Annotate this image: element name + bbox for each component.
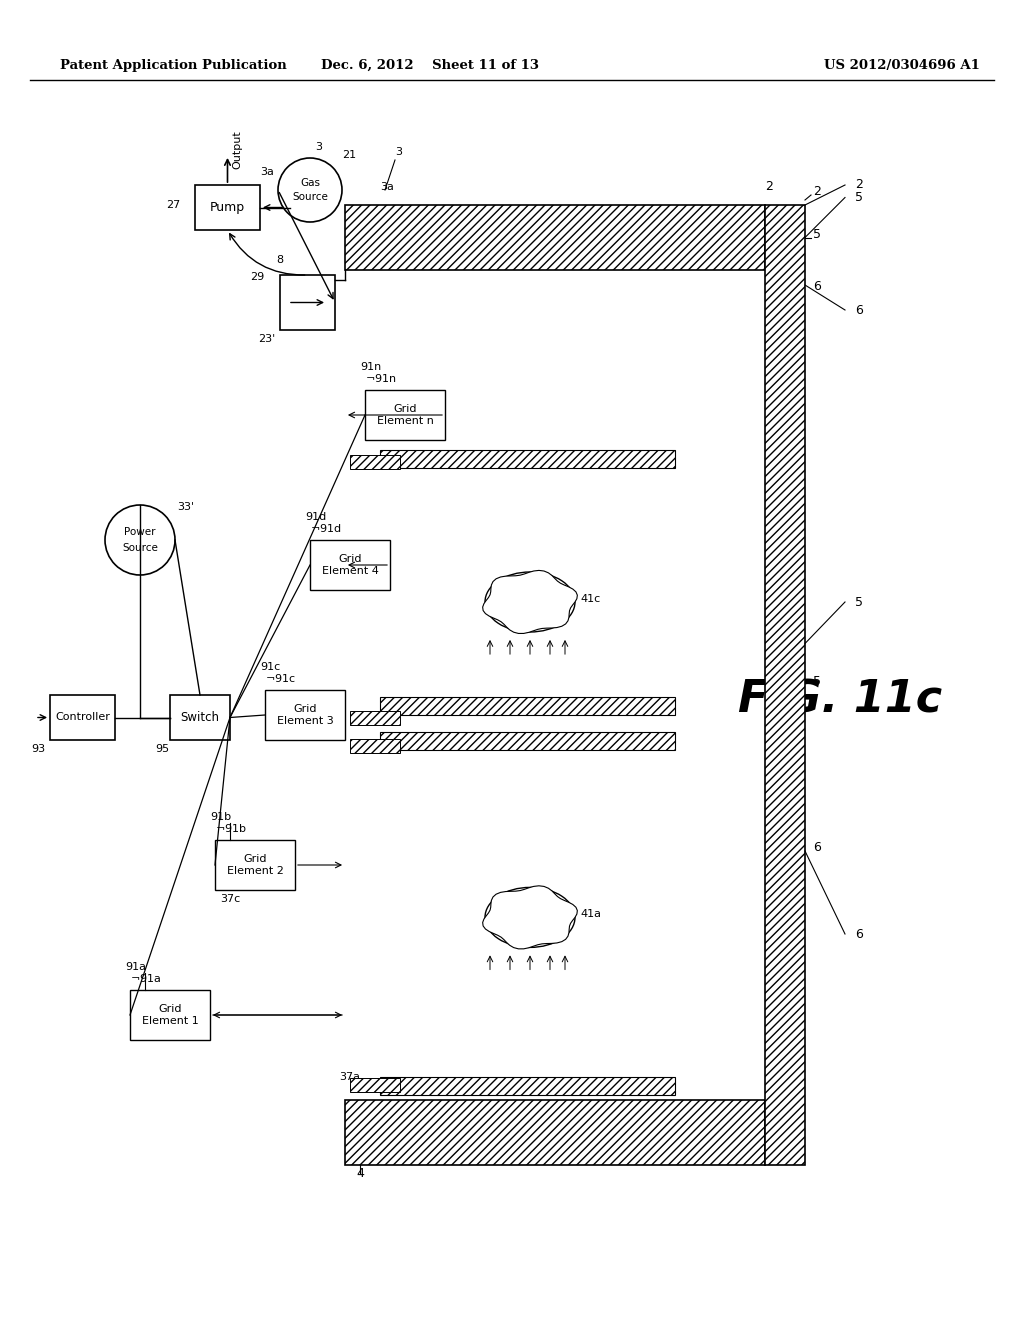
Text: 21: 21 <box>342 150 356 160</box>
Bar <box>345 1100 765 1166</box>
Bar <box>265 690 345 741</box>
Text: $\neg$91d: $\neg$91d <box>310 521 342 535</box>
Text: FIG. 11c: FIG. 11c <box>738 678 942 722</box>
Text: Controller: Controller <box>55 713 110 722</box>
Bar <box>350 455 400 469</box>
Text: 91a: 91a <box>125 962 146 972</box>
Bar <box>350 739 400 754</box>
Polygon shape <box>482 886 578 949</box>
Text: 3a: 3a <box>260 168 273 177</box>
Ellipse shape <box>485 572 575 632</box>
Text: Grid: Grid <box>338 554 361 564</box>
Text: US 2012/0304696 A1: US 2012/0304696 A1 <box>824 58 980 71</box>
Text: Output: Output <box>232 131 243 169</box>
Text: Grid: Grid <box>244 854 266 865</box>
Text: 37a: 37a <box>340 1072 360 1082</box>
Text: Element n: Element n <box>377 416 433 426</box>
Text: 3: 3 <box>395 147 402 157</box>
Bar <box>380 1077 675 1096</box>
Text: 41c: 41c <box>580 594 600 605</box>
Bar <box>365 389 445 440</box>
Text: 27: 27 <box>166 199 180 210</box>
Circle shape <box>278 158 342 222</box>
Bar <box>215 840 295 890</box>
Text: Patent Application Publication: Patent Application Publication <box>60 58 287 71</box>
Bar <box>350 1078 400 1092</box>
Text: 5: 5 <box>813 227 821 240</box>
Text: 29: 29 <box>250 272 264 282</box>
Text: $\neg$91c: $\neg$91c <box>265 672 296 684</box>
Text: Power: Power <box>124 527 156 537</box>
Bar <box>280 275 335 330</box>
Text: 6: 6 <box>855 304 863 317</box>
Bar <box>380 731 675 750</box>
Text: Plasma: Plasma <box>509 595 551 609</box>
Bar <box>130 990 210 1040</box>
Text: $\neg$91b: $\neg$91b <box>215 822 247 834</box>
Text: Source: Source <box>122 543 158 553</box>
Text: Element 3: Element 3 <box>276 715 334 726</box>
Text: 23': 23' <box>258 334 275 345</box>
Text: 2: 2 <box>855 178 863 191</box>
Text: 3: 3 <box>315 143 322 152</box>
Bar <box>310 540 390 590</box>
Text: Element 4: Element 4 <box>322 566 379 576</box>
Text: Element 2: Element 2 <box>226 866 284 876</box>
Ellipse shape <box>485 887 575 948</box>
Text: Grid: Grid <box>293 704 316 714</box>
Polygon shape <box>482 570 578 634</box>
Bar <box>50 696 115 741</box>
Text: Dec. 6, 2012    Sheet 11 of 13: Dec. 6, 2012 Sheet 11 of 13 <box>321 58 539 71</box>
Text: 5: 5 <box>855 191 863 205</box>
Text: 37c: 37c <box>220 894 241 904</box>
Text: Source: Source <box>292 191 328 202</box>
Text: Plasma: Plasma <box>509 911 551 924</box>
Bar <box>765 205 805 1166</box>
Text: 91n: 91n <box>360 362 381 372</box>
Bar <box>345 205 765 271</box>
Text: 3a: 3a <box>380 182 394 191</box>
Text: 5: 5 <box>855 595 863 609</box>
Text: 95: 95 <box>155 744 169 754</box>
Text: 91b: 91b <box>210 812 231 822</box>
Text: Element 1: Element 1 <box>141 1016 199 1026</box>
Text: $\neg$91n: $\neg$91n <box>365 372 396 384</box>
Bar <box>350 711 400 725</box>
Text: 93: 93 <box>31 744 45 754</box>
Text: Switch: Switch <box>180 711 219 723</box>
Text: 6: 6 <box>855 928 863 940</box>
Text: 6: 6 <box>813 280 821 293</box>
Text: 2: 2 <box>813 185 821 198</box>
Text: 8: 8 <box>276 255 284 265</box>
Text: 41a: 41a <box>580 909 601 920</box>
Text: 33': 33' <box>177 502 195 512</box>
Text: 91d: 91d <box>305 512 327 521</box>
Text: Gas: Gas <box>300 178 319 187</box>
Text: $\neg$91a: $\neg$91a <box>130 972 162 983</box>
Bar <box>380 697 675 715</box>
Circle shape <box>105 506 175 576</box>
Text: Grid: Grid <box>159 1005 181 1014</box>
Text: 4: 4 <box>356 1167 364 1180</box>
Bar <box>170 696 230 741</box>
Text: Pump: Pump <box>210 201 245 214</box>
Text: 5: 5 <box>813 675 821 688</box>
Text: Grid: Grid <box>393 404 417 414</box>
Text: 6: 6 <box>813 841 821 854</box>
Bar <box>195 185 260 230</box>
Text: 2: 2 <box>765 180 773 193</box>
Text: 91c: 91c <box>260 663 281 672</box>
Bar <box>380 450 675 467</box>
